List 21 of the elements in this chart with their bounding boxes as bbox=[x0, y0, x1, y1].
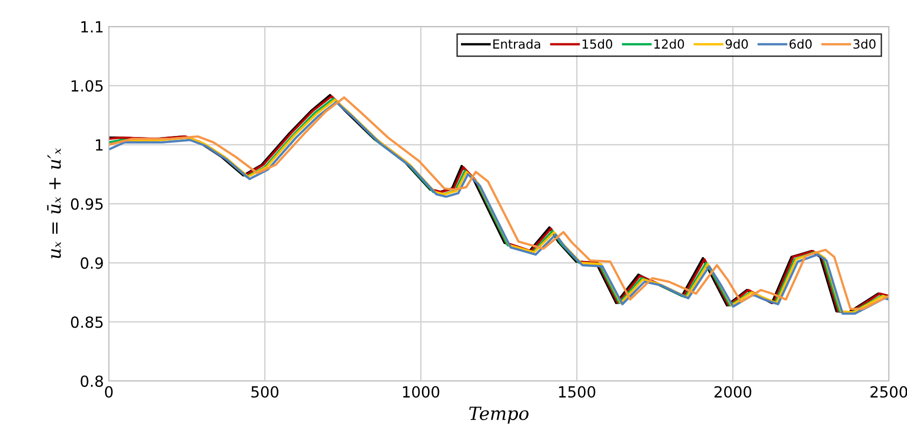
legend-label: 9d0 bbox=[726, 39, 748, 49]
legend-label: 6d0 bbox=[790, 39, 812, 49]
x-tick-label: 2000 bbox=[714, 386, 752, 398]
y-tick-label: 0.9 bbox=[80, 257, 103, 269]
y-tick-label: 1 bbox=[96, 139, 103, 151]
y-tick-label: 1.1 bbox=[81, 21, 103, 32]
y-tick-label: 0.85 bbox=[70, 316, 103, 328]
x-axis-title: Tempo bbox=[469, 406, 529, 424]
y-axis-title: uₓ = ūₓ + u′ₓ bbox=[47, 148, 61, 258]
legend-label: 3d0 bbox=[853, 39, 876, 49]
x-tick-label: 500 bbox=[251, 386, 278, 398]
x-tick-label: 1000 bbox=[403, 386, 440, 398]
x-tick-label: 2500 bbox=[870, 386, 907, 398]
legend-label: 15d0 bbox=[582, 39, 612, 49]
y-tick-label: 0.8 bbox=[80, 375, 103, 387]
legend-label: 12d0 bbox=[654, 39, 684, 49]
y-tick-label: 1.05 bbox=[72, 80, 103, 92]
x-tick-label: 1500 bbox=[559, 386, 596, 398]
x-tick-label: 0 bbox=[104, 386, 113, 398]
legend-label: Entrada bbox=[493, 39, 540, 49]
y-tick-label: 0.95 bbox=[70, 198, 103, 210]
